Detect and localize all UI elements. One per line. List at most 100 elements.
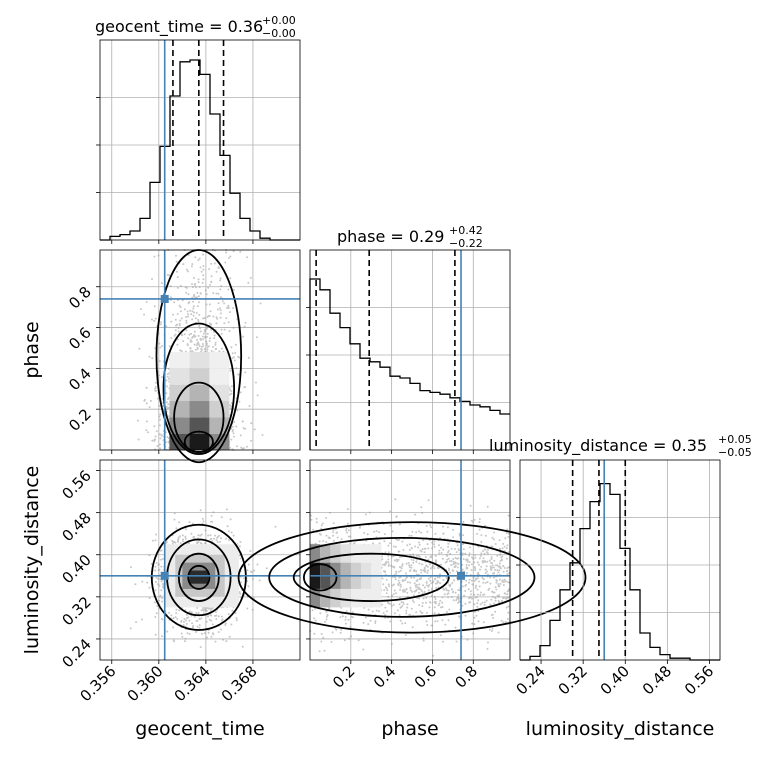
- sample-point: [427, 499, 430, 502]
- sample-point: [250, 422, 253, 425]
- title-geocent-time-plus: +0.00: [262, 14, 296, 27]
- sample-point: [191, 286, 194, 289]
- sample-point: [197, 318, 200, 321]
- sample-point: [196, 339, 199, 342]
- sample-point: [207, 534, 210, 537]
- sample-point: [315, 517, 318, 520]
- sample-point: [205, 342, 208, 345]
- sample-point: [430, 547, 433, 550]
- sample-point: [138, 347, 141, 350]
- sample-point: [401, 580, 404, 583]
- sample-point: [422, 584, 425, 587]
- sample-point: [195, 296, 198, 299]
- sample-point: [469, 590, 472, 593]
- sample-point: [329, 511, 332, 514]
- sample-point: [498, 562, 501, 565]
- sample-point: [318, 540, 321, 543]
- sample-point: [192, 307, 195, 310]
- sample-point: [477, 545, 480, 548]
- sample-point: [429, 524, 432, 527]
- sample-point: [217, 266, 220, 269]
- sample-point: [161, 597, 163, 600]
- sample-point: [506, 593, 509, 596]
- sample-point: [414, 545, 416, 548]
- sample-point: [477, 571, 480, 574]
- density-cell-3: [189, 417, 210, 434]
- sample-point: [230, 438, 233, 441]
- sample-point: [158, 599, 161, 602]
- sample-point: [215, 618, 218, 620]
- sample-point: [234, 612, 237, 615]
- sample-point: [387, 602, 390, 605]
- sample-point: [503, 567, 506, 569]
- sample-point: [172, 639, 175, 642]
- sample-point: [208, 303, 211, 306]
- sample-point: [502, 584, 505, 587]
- sample-point: [473, 561, 476, 564]
- sample-point: [216, 308, 219, 311]
- sample-point: [474, 577, 477, 580]
- contour-1: [173, 381, 225, 453]
- sample-point: [179, 535, 181, 538]
- sample-point: [383, 571, 386, 574]
- sample-point: [242, 427, 245, 430]
- sample-point: [427, 577, 430, 580]
- sample-point: [415, 554, 418, 557]
- sample-point: [217, 631, 220, 633]
- sample-point: [500, 619, 503, 622]
- sample-point: [501, 555, 504, 558]
- sample-point: [476, 605, 479, 608]
- sample-point: [187, 254, 190, 257]
- sample-point: [195, 312, 198, 314]
- sample-point: [433, 545, 436, 548]
- sample-point: [399, 583, 402, 586]
- sample-point: [426, 530, 429, 533]
- sample-point: [436, 582, 439, 584]
- sample-point: [395, 558, 398, 561]
- sample-point: [507, 581, 509, 584]
- sample-point: [326, 614, 329, 617]
- sample-point: [497, 565, 500, 568]
- sample-point: [158, 404, 161, 407]
- sample-point: [421, 605, 424, 608]
- sample-point: [154, 565, 157, 568]
- sample-point: [418, 530, 420, 533]
- sample-point: [339, 616, 342, 619]
- sample-point: [165, 379, 168, 382]
- sample-point: [192, 305, 195, 308]
- sample-point: [232, 307, 234, 310]
- sample-point: [239, 250, 242, 253]
- sample-point: [220, 347, 223, 350]
- sample-point: [187, 270, 189, 273]
- sample-point: [166, 375, 169, 378]
- sample-point: [157, 374, 160, 377]
- sample-point: [391, 594, 394, 597]
- sample-point: [182, 340, 185, 343]
- sample-point: [202, 338, 205, 341]
- sample-point: [428, 606, 431, 609]
- sample-point: [378, 531, 381, 534]
- sample-point: [427, 589, 430, 592]
- sample-point: [208, 340, 211, 342]
- sample-point: [371, 610, 374, 613]
- xtick-label-luminosity-distance-3: 0.48: [639, 662, 675, 698]
- sample-point: [397, 584, 400, 587]
- sample-point: [476, 561, 479, 564]
- xtick-label-geocent-time-3: 0.368: [218, 662, 261, 705]
- sample-point: [157, 563, 160, 566]
- sample-point: [212, 511, 215, 514]
- sample-point: [229, 277, 232, 280]
- sample-point: [406, 595, 409, 598]
- sample-point: [189, 350, 192, 352]
- sample-point: [219, 307, 221, 310]
- sample-point: [494, 596, 497, 599]
- sample-point: [196, 347, 199, 350]
- sample-point: [200, 533, 203, 536]
- sample-point: [243, 447, 246, 450]
- sample-point: [139, 308, 142, 311]
- sample-point: [221, 300, 224, 303]
- sample-point: [325, 610, 328, 613]
- sample-point: [438, 576, 441, 579]
- sample-point: [198, 626, 201, 629]
- sample-point: [253, 428, 256, 431]
